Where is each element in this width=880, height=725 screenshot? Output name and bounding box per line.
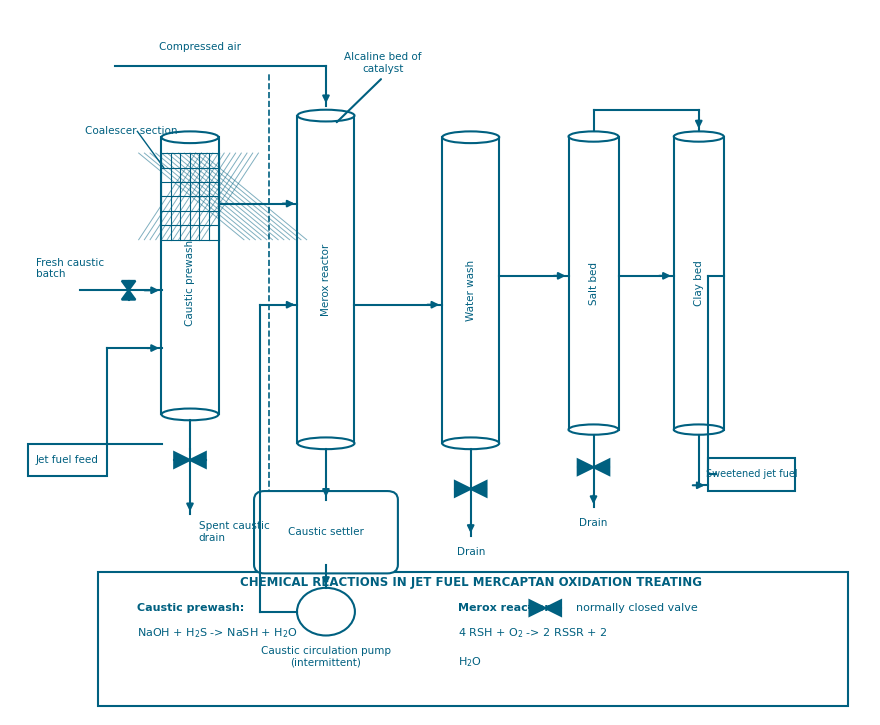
Polygon shape	[121, 281, 136, 290]
Ellipse shape	[568, 424, 619, 435]
Ellipse shape	[674, 131, 723, 141]
Polygon shape	[546, 600, 561, 616]
Bar	[98, 572, 848, 705]
Text: Clay bed: Clay bed	[693, 260, 704, 306]
Text: Caustic prewash: Caustic prewash	[185, 240, 195, 326]
Text: Merox reaction:: Merox reaction:	[458, 603, 556, 613]
Bar	[674, 136, 723, 430]
Text: Fresh caustic
batch: Fresh caustic batch	[36, 258, 105, 279]
Polygon shape	[471, 481, 487, 497]
Text: Jet fuel feed: Jet fuel feed	[36, 455, 99, 465]
Polygon shape	[121, 290, 136, 299]
Ellipse shape	[162, 131, 218, 143]
Bar	[27, 444, 106, 476]
Ellipse shape	[297, 109, 355, 122]
Ellipse shape	[674, 424, 723, 435]
Text: normally closed valve: normally closed valve	[576, 603, 698, 613]
Text: H$_2$O: H$_2$O	[458, 655, 481, 669]
Bar	[162, 137, 218, 415]
FancyBboxPatch shape	[254, 491, 398, 573]
Bar	[442, 137, 499, 443]
Bar	[568, 136, 619, 430]
Bar	[708, 458, 796, 491]
Text: Caustic settler: Caustic settler	[288, 527, 364, 537]
Text: Sweetened jet fuel: Sweetened jet fuel	[706, 470, 797, 479]
Text: Water wash: Water wash	[466, 260, 476, 321]
Polygon shape	[455, 481, 471, 497]
Ellipse shape	[568, 131, 619, 141]
Text: Compressed air: Compressed air	[159, 42, 241, 52]
Text: Salt bed: Salt bed	[589, 262, 598, 304]
Bar	[297, 115, 355, 443]
Text: Drain: Drain	[579, 518, 608, 528]
Ellipse shape	[442, 437, 499, 450]
Text: 4 RSH + O$_2$ -> 2 RSSR + 2: 4 RSH + O$_2$ -> 2 RSSR + 2	[458, 626, 607, 640]
Text: Spent caustic
drain: Spent caustic drain	[199, 521, 269, 543]
Polygon shape	[530, 600, 546, 616]
Text: Drain: Drain	[457, 547, 485, 557]
Ellipse shape	[442, 131, 499, 143]
Text: Merox reactor: Merox reactor	[321, 244, 331, 315]
Polygon shape	[578, 460, 593, 475]
Circle shape	[297, 588, 355, 636]
Polygon shape	[190, 452, 206, 468]
Text: Caustic circulation pump
(intermittent): Caustic circulation pump (intermittent)	[261, 646, 391, 668]
Text: Coalescer section: Coalescer section	[84, 126, 177, 136]
Ellipse shape	[162, 409, 218, 420]
Text: CHEMICAL REACTIONS IN JET FUEL MERCAPTAN OXIDATION TREATING: CHEMICAL REACTIONS IN JET FUEL MERCAPTAN…	[239, 576, 701, 589]
Text: Caustic prewash:: Caustic prewash:	[137, 603, 245, 613]
Text: NaOH + H$_2$S -> NaSH + H$_2$O: NaOH + H$_2$S -> NaSH + H$_2$O	[137, 626, 298, 640]
Polygon shape	[593, 460, 609, 475]
Text: Alcaline bed of
catalyst: Alcaline bed of catalyst	[344, 52, 422, 74]
Ellipse shape	[297, 437, 355, 450]
Polygon shape	[174, 452, 190, 468]
